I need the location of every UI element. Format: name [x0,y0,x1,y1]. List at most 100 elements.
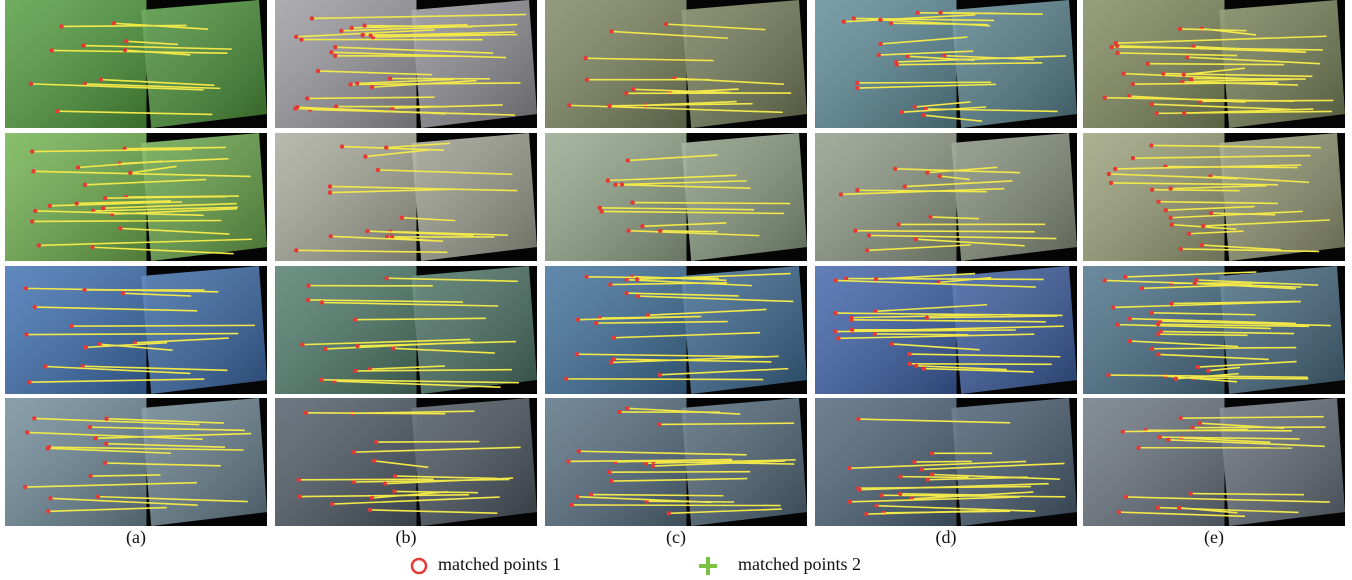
match-point [576,317,580,321]
match-point [124,39,128,43]
match-point [636,294,640,298]
match-point [564,377,568,381]
match-point [569,503,573,507]
target-image-shade [141,0,267,128]
match-point [1121,71,1125,75]
match-point [29,82,33,86]
match-point [368,508,372,512]
match-panel [815,398,1077,526]
match-point [383,482,387,486]
match-point [853,228,857,232]
match-point [855,81,859,85]
image-grid [5,0,1345,526]
panel-label: (d) [936,527,957,548]
match-point [323,347,327,351]
match-point [101,206,105,210]
panel-label: (c) [666,527,686,548]
match-point [82,288,86,292]
match-point [896,222,900,226]
figure: (a)(b)(c)(d)(e) matched points 1 matched… [0,0,1352,580]
match-point [914,364,918,368]
match-point [320,300,324,304]
match-point [576,449,580,453]
match-point [1185,55,1189,59]
match-point [1200,243,1204,247]
match-panel [815,0,1077,128]
match-point [607,470,611,474]
match-point [842,19,846,23]
match-point [370,85,374,89]
legend: matched points 1 matched points 2 [412,554,861,575]
match-point [864,512,868,516]
match-point [930,472,934,476]
match-point [912,460,916,464]
match-point [1206,368,1210,372]
match-point [76,165,80,169]
match-line [26,334,238,335]
panel-label: (a) [126,527,146,548]
match-point [1178,416,1182,420]
panel-labels: (a)(b)(c)(d)(e) [126,527,1224,548]
match-point [310,16,314,20]
legend-circle-marker [412,559,426,573]
match-point [1209,211,1213,215]
match-point [1182,72,1186,76]
match-point [370,496,374,500]
match-point [1102,278,1106,282]
source-image-shade [5,0,146,128]
match-point [630,200,634,204]
match-point [607,104,611,108]
match-point [613,182,617,186]
match-point [833,278,837,282]
match-point [352,480,356,484]
match-point [1103,95,1107,99]
match-point [104,416,108,420]
match-point [567,103,571,107]
match-point [925,316,929,320]
match-point [1127,316,1131,320]
match-point [617,410,621,414]
match-point [400,215,404,219]
match-point [349,26,353,30]
match-line [62,25,187,26]
match-point [624,291,628,295]
match-point [128,171,132,175]
match-point [833,311,837,315]
match-point [305,96,309,100]
match-point [1111,305,1115,309]
match-point [59,24,63,28]
match-point [839,192,843,196]
match-point [103,461,107,465]
match-point [856,417,860,421]
match-line [572,505,781,506]
match-point [306,283,310,287]
match-point [1197,421,1201,425]
legend-label: matched points 1 [438,554,561,574]
match-point [1170,222,1174,226]
match-point [612,336,616,340]
match-point [626,228,630,232]
match-point [658,373,662,377]
match-point [37,243,41,247]
match-point [626,158,630,162]
match-point [339,29,343,33]
match-point [353,317,357,321]
match-point [878,42,882,46]
match-point [23,485,27,489]
match-point [594,321,598,325]
match-point [889,21,893,25]
match-point [1155,505,1159,509]
match-point [391,346,395,350]
match-point [847,466,851,470]
match-point [874,277,878,281]
match-point [631,87,635,91]
match-point [96,494,100,498]
match-point [925,170,929,174]
match-point [1131,82,1135,86]
match-point [362,23,366,27]
match-point [328,184,332,188]
match-point [1140,286,1144,290]
match-point [24,332,28,336]
target-image-shade [411,133,537,261]
match-point [667,511,671,515]
